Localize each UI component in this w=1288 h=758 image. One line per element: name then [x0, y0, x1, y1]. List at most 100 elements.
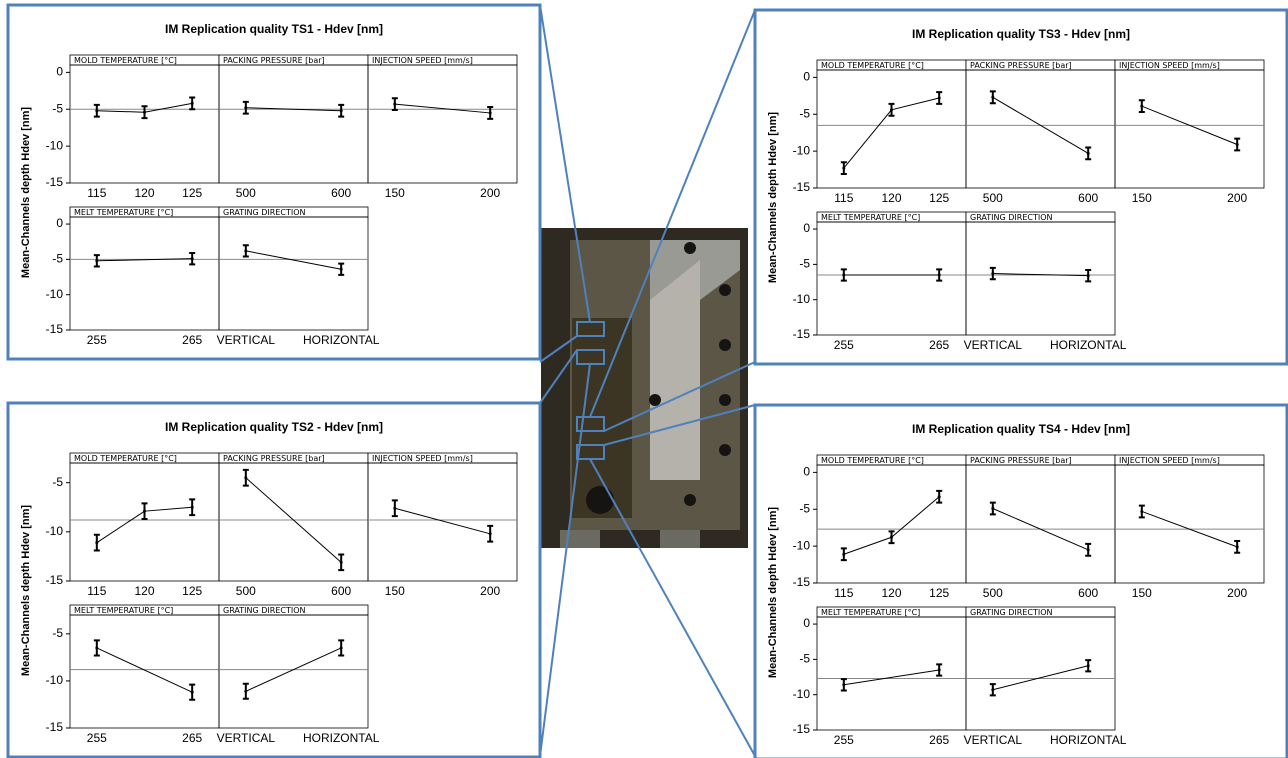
- point: [938, 273, 941, 276]
- x-tick-label: 200: [480, 186, 500, 200]
- y-axis-label: Mean-Channels depth Hdev [nm]: [20, 505, 32, 676]
- panel-title: MELT TEMPERATURE [°C]: [821, 608, 920, 617]
- point: [244, 690, 247, 693]
- point: [1140, 105, 1143, 108]
- x-tick-label: 500: [983, 586, 1003, 600]
- x-tick-label: 120: [881, 586, 901, 600]
- y-tick-label: -5: [52, 626, 63, 640]
- y-tick-label: 0: [803, 70, 810, 84]
- point: [1087, 152, 1090, 155]
- y-tick-label: -5: [52, 252, 63, 266]
- x-tick-label: 600: [331, 186, 351, 200]
- x-tick-label: VERTICAL: [964, 338, 1023, 352]
- x-tick-label: 200: [480, 584, 500, 598]
- y-tick-label: -5: [799, 106, 810, 120]
- x-tick-label: 600: [1078, 586, 1098, 600]
- point: [393, 103, 396, 106]
- panel-title: PACKING PRESSURE [bar]: [223, 454, 325, 463]
- x-tick-label: 500: [236, 584, 256, 598]
- point: [1087, 548, 1090, 551]
- x-tick-label: 115: [87, 186, 106, 200]
- x-tick-label: 600: [1078, 191, 1098, 205]
- chart-title: IM Replication quality TS2 - Hdev [nm]: [165, 420, 383, 434]
- y-tick-label: -10: [793, 538, 811, 552]
- point: [991, 507, 994, 510]
- x-tick-label: VERTICAL: [217, 333, 276, 347]
- x-tick-label: 150: [1132, 586, 1152, 600]
- point: [244, 106, 247, 109]
- y-tick-label: 0: [803, 465, 810, 479]
- point: [191, 257, 194, 260]
- x-tick-label: 125: [182, 584, 202, 598]
- x-tick-label: 500: [983, 191, 1003, 205]
- chart-panel: IM Replication quality TS4 - Hdev [nm]Me…: [755, 405, 1287, 758]
- chart-title: IM Replication quality TS4 - Hdev [nm]: [912, 422, 1130, 436]
- x-tick-label: 255: [834, 733, 854, 747]
- point: [95, 109, 98, 112]
- x-tick-label: 200: [1227, 191, 1247, 205]
- chart-panel: IM Replication quality TS3 - Hdev [nm]Me…: [755, 10, 1287, 364]
- x-tick-label: 115: [834, 191, 853, 205]
- point: [938, 495, 941, 498]
- x-tick-label: 120: [134, 186, 154, 200]
- x-tick-label: VERTICAL: [964, 733, 1023, 747]
- point: [95, 541, 98, 544]
- point: [489, 111, 492, 114]
- panel-title: INJECTION SPEED [mm/s]: [1119, 456, 1220, 465]
- y-tick-label: -10: [46, 287, 64, 301]
- y-tick-label: -5: [799, 652, 810, 666]
- x-tick-label: 150: [1132, 191, 1152, 205]
- x-tick-label: HORIZONTAL: [303, 731, 380, 745]
- panel-title: MOLD TEMPERATURE [°C]: [74, 454, 177, 463]
- y-tick-label: -5: [52, 101, 63, 115]
- hole: [586, 486, 614, 514]
- hole: [719, 284, 731, 296]
- y-tick-label: 0: [56, 216, 63, 230]
- y-tick-label: -15: [46, 322, 64, 336]
- x-tick-label: 115: [87, 584, 106, 598]
- y-axis-label: Mean-Channels depth Hdev [nm]: [20, 107, 32, 278]
- hole: [684, 242, 696, 254]
- point: [842, 167, 845, 170]
- y-tick-label: 0: [56, 65, 63, 79]
- x-tick-label: 115: [834, 586, 853, 600]
- panel-title: MOLD TEMPERATURE [°C]: [821, 61, 924, 70]
- hole: [649, 394, 661, 406]
- point: [95, 646, 98, 649]
- hole: [684, 494, 696, 506]
- panel-title: MELT TEMPERATURE [°C]: [821, 213, 920, 222]
- panel-title: INJECTION SPEED [mm/s]: [372, 454, 473, 463]
- point: [1087, 664, 1090, 667]
- point: [1236, 545, 1239, 548]
- x-tick-label: VERTICAL: [217, 731, 276, 745]
- panel-title: INJECTION SPEED [mm/s]: [1119, 61, 1220, 70]
- chart-title: IM Replication quality TS3 - Hdev [nm]: [912, 27, 1130, 41]
- y-tick-label: -15: [46, 573, 64, 587]
- y-tick-label: -5: [52, 475, 63, 489]
- x-tick-label: 120: [134, 584, 154, 598]
- y-tick-label: -10: [46, 673, 64, 687]
- chart-panel: IM Replication quality TS2 - Hdev [nm] Me…: [8, 403, 540, 757]
- x-tick-label: HORIZONTAL: [303, 333, 380, 347]
- hole: [719, 339, 731, 351]
- point: [890, 108, 893, 111]
- point: [143, 510, 146, 513]
- point: [340, 268, 343, 271]
- chart-title: IM Replication quality TS1 - Hdev [nm]: [165, 22, 383, 36]
- point: [842, 553, 845, 556]
- y-tick-label: -10: [793, 687, 811, 701]
- y-tick-label: -10: [793, 143, 811, 157]
- x-tick-label: 255: [87, 333, 107, 347]
- y-tick-label: -15: [46, 720, 64, 734]
- panel-title: MOLD TEMPERATURE [°C]: [821, 456, 924, 465]
- point: [340, 561, 343, 564]
- point: [991, 688, 994, 691]
- y-tick-label: -15: [46, 175, 64, 189]
- panel-title: MELT TEMPERATURE [°C]: [74, 208, 173, 217]
- y-tick-label: -10: [793, 292, 811, 306]
- y-tick-label: -15: [793, 722, 811, 736]
- point: [244, 476, 247, 479]
- point: [191, 691, 194, 694]
- panel-title: GRATING DIRECTION: [223, 606, 306, 615]
- point: [244, 249, 247, 252]
